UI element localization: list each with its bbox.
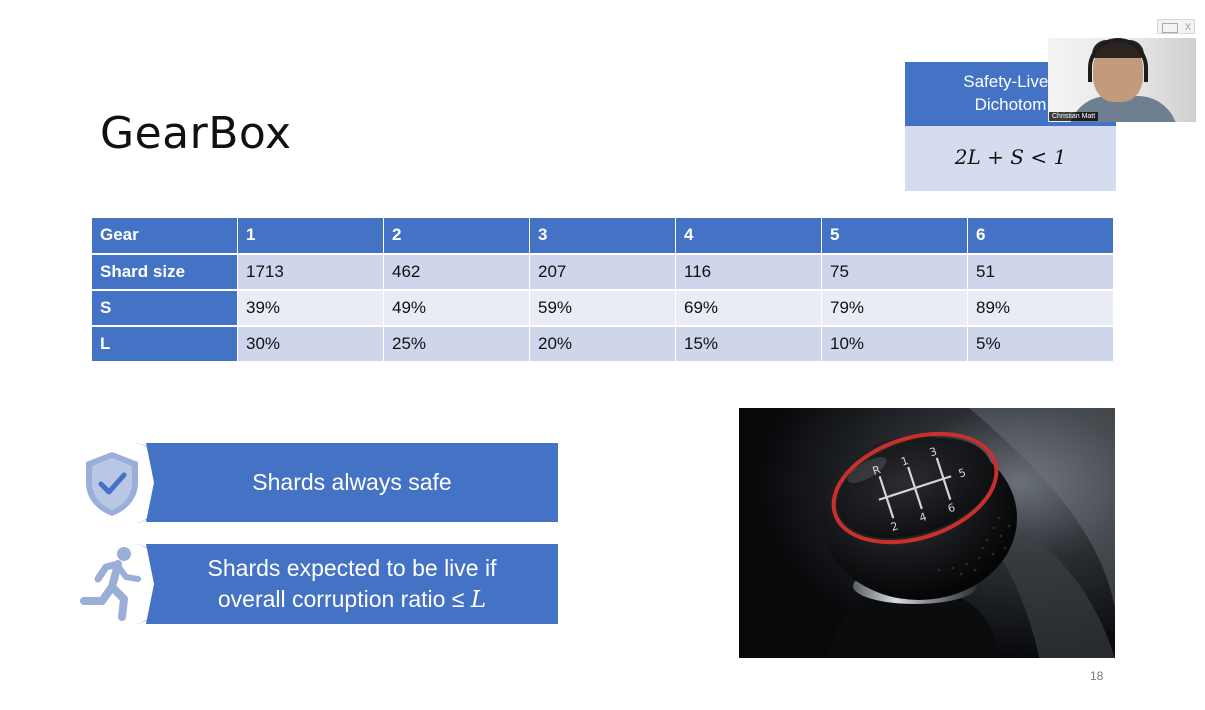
slide-title: GearBox bbox=[100, 108, 292, 159]
table-row-label: S bbox=[91, 289, 238, 327]
table-row-label: L bbox=[91, 325, 238, 363]
safety-liveness-heading-line2: Dichotom bbox=[974, 95, 1047, 114]
table-header-cell: 6 bbox=[967, 217, 1114, 255]
table-cell: 69% bbox=[675, 289, 822, 327]
table-row: S 39% 49% 59% 69% 79% 89% bbox=[91, 289, 1114, 327]
participant-name-tag: Christian Matt bbox=[1049, 112, 1099, 121]
table-row: L 30% 25% 20% 15% 10% 5% bbox=[91, 325, 1114, 363]
svg-text:4: 4 bbox=[918, 510, 929, 525]
webcam-controls[interactable]: X bbox=[1157, 19, 1195, 34]
banner-shards-live: Shards expected to be live if overall co… bbox=[146, 544, 558, 624]
table-row-label: Shard size bbox=[91, 253, 238, 291]
expand-video-icon[interactable] bbox=[1162, 23, 1178, 33]
table-cell: 462 bbox=[383, 253, 530, 291]
banner-shards-live-line2: overall corruption ratio ≤ L bbox=[208, 584, 497, 616]
safety-liveness-formula: 2L + S < 1 bbox=[905, 126, 1116, 191]
table-cell: 39% bbox=[237, 289, 384, 327]
table-cell: 30% bbox=[237, 325, 384, 363]
svg-text:2: 2 bbox=[889, 519, 900, 534]
svg-text:6: 6 bbox=[946, 501, 957, 516]
gear-knob-photo: R 1 3 2 4 6 5 bbox=[739, 408, 1115, 658]
table-cell: 25% bbox=[383, 325, 530, 363]
banner-shards-live-line1: Shards expected to be live if bbox=[207, 554, 497, 581]
table-cell: 20% bbox=[529, 325, 676, 363]
svg-text:3: 3 bbox=[928, 445, 939, 460]
table-cell: 1713 bbox=[237, 253, 384, 291]
table-cell: 5% bbox=[967, 325, 1114, 363]
table-header-cell: 5 bbox=[821, 217, 968, 255]
table-cell: 51 bbox=[967, 253, 1114, 291]
table-cell: 59% bbox=[529, 289, 676, 327]
table-cell: 49% bbox=[383, 289, 530, 327]
table-cell: 207 bbox=[529, 253, 676, 291]
gear-table-header-row: Gear 1 2 3 4 5 6 bbox=[91, 217, 1114, 255]
table-header-cell: 4 bbox=[675, 217, 822, 255]
table-cell: 116 bbox=[675, 253, 822, 291]
gear-table: Gear 1 2 3 4 5 6 Shard size 1713 462 207… bbox=[91, 217, 1114, 363]
banner-shards-safe-text: Shards always safe bbox=[252, 469, 452, 495]
safety-liveness-heading-line1: Safety-Liven bbox=[963, 72, 1058, 91]
gear-knob-illustration: R 1 3 2 4 6 5 bbox=[739, 408, 1115, 658]
table-cell: 15% bbox=[675, 325, 822, 363]
table-row: Shard size 1713 462 207 116 75 51 bbox=[91, 253, 1114, 291]
webcam-video[interactable]: Christian Matt bbox=[1048, 38, 1196, 122]
banner-shards-live-line2-text: overall corruption ratio ≤ bbox=[217, 585, 471, 612]
svg-text:1: 1 bbox=[899, 454, 910, 469]
banner-shards-safe: Shards always safe bbox=[146, 443, 558, 522]
table-header-cell: 2 bbox=[383, 217, 530, 255]
table-header-cell: 1 bbox=[237, 217, 384, 255]
headset-icon bbox=[1088, 38, 1148, 82]
page-number: 18 bbox=[1090, 669, 1104, 683]
table-header-cell: 3 bbox=[529, 217, 676, 255]
svg-text:5: 5 bbox=[957, 466, 968, 481]
svg-text:R: R bbox=[871, 463, 883, 478]
table-cell: 75 bbox=[821, 253, 968, 291]
table-header-cell: Gear bbox=[91, 217, 238, 255]
liveness-symbol: L bbox=[470, 586, 487, 613]
close-video-icon[interactable]: X bbox=[1184, 22, 1191, 32]
table-cell: 89% bbox=[967, 289, 1114, 327]
table-cell: 79% bbox=[821, 289, 968, 327]
table-cell: 10% bbox=[821, 325, 968, 363]
